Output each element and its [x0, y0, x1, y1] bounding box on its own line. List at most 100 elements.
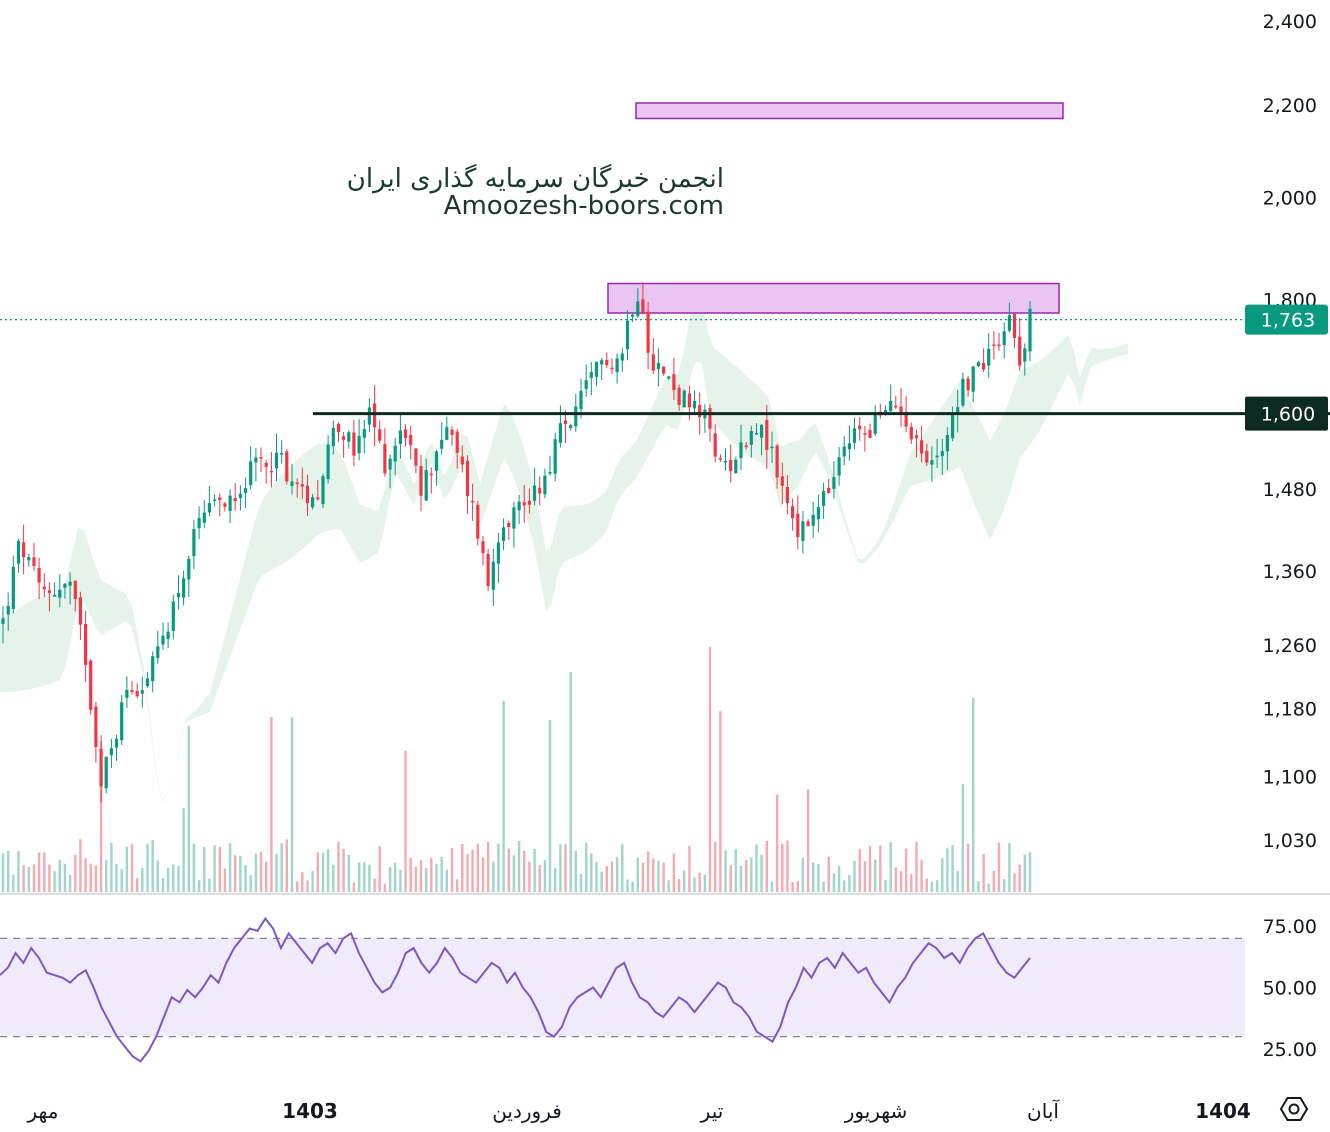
candle [300, 467, 304, 500]
volume-bar [796, 880, 799, 892]
volume-bar [481, 857, 485, 892]
candle [352, 420, 356, 467]
candle [393, 438, 397, 476]
candle [259, 447, 263, 473]
candle [610, 358, 614, 375]
volume-bar [110, 842, 113, 892]
candle [584, 364, 588, 397]
candle [703, 404, 707, 433]
price-axis[interactable]: 2,4002,2002,0001,8001,4801,3601,2601,180… [1263, 11, 1317, 852]
time-axis[interactable]: مهر 1403 فروردین تیر شهریور آبان 1404 [27, 1098, 1251, 1123]
candle [1023, 343, 1027, 376]
time-label-farvardin: فروردین [492, 1099, 562, 1123]
candle [847, 425, 851, 461]
resistance-zone[interactable] [607, 282, 1060, 314]
time-label-shahrivar: شهریور [844, 1099, 908, 1123]
volume-bar [719, 711, 722, 892]
gear-icon[interactable] [1279, 1097, 1309, 1121]
volume-bar [259, 851, 263, 892]
candle [434, 450, 439, 486]
volume-bar [337, 841, 340, 892]
volume-bar [946, 848, 949, 892]
candle [605, 352, 609, 369]
resistance-zone[interactable] [635, 102, 1064, 120]
volume-bar [590, 853, 593, 892]
volume-bar [12, 874, 15, 892]
candle [130, 680, 134, 695]
candle [961, 372, 965, 408]
rsi-tick-label: 75.00 [1263, 916, 1317, 938]
rsi-axis[interactable]: 75.00 50.00 25.00 [1263, 916, 1317, 1061]
volume-bar [667, 880, 670, 892]
candle [579, 378, 583, 419]
candle [445, 416, 449, 441]
volume-bar [1028, 852, 1032, 892]
volume-bar [853, 860, 856, 892]
candle [16, 538, 21, 573]
candle [940, 438, 944, 475]
volume-bar [172, 864, 175, 892]
volume-bar [739, 866, 743, 892]
volume-bar [115, 864, 118, 892]
resistance-zones[interactable] [607, 102, 1064, 314]
volume-bar [166, 867, 170, 892]
volume-bar [285, 839, 288, 892]
volume-bar [94, 865, 98, 892]
volume-bar [574, 850, 577, 892]
candle [734, 456, 738, 474]
volume-bar [301, 872, 304, 892]
volume-bar [192, 843, 196, 892]
volume-bar [1, 853, 5, 892]
candle [920, 426, 924, 463]
volume-bar [48, 864, 51, 892]
volume-bar [321, 852, 325, 892]
candle [84, 611, 88, 682]
volume-bar [342, 848, 345, 892]
volume-bar [827, 856, 830, 892]
volume-bar [435, 863, 438, 892]
volume-bar [538, 865, 541, 892]
ichimoku-cloud [0, 294, 1128, 803]
candle [569, 423, 573, 431]
volume-bar [972, 698, 975, 892]
volume-bar [863, 861, 867, 892]
volume-bar [43, 852, 46, 892]
candle [249, 446, 253, 490]
price-tick-label: 1,480 [1263, 479, 1317, 501]
candle [321, 473, 325, 508]
candle [187, 555, 191, 597]
volume-bar [182, 808, 185, 892]
candle [331, 420, 335, 455]
volume-bar [99, 741, 103, 892]
volume-bar [615, 857, 619, 892]
volume-bar [130, 844, 134, 892]
volume-bar [125, 846, 129, 892]
volume-bar [672, 853, 676, 892]
candle [311, 493, 315, 510]
volume-bar [703, 874, 707, 892]
volume-bar [461, 844, 464, 892]
candle [517, 494, 521, 524]
candle [692, 390, 697, 414]
volume-bar [316, 852, 319, 892]
volume-bar [136, 878, 139, 892]
volume-bar [161, 877, 165, 892]
candle [656, 348, 660, 387]
volume-bar [378, 846, 381, 892]
volume-bar [332, 864, 335, 892]
candle [992, 331, 996, 360]
time-label-mehr: مهر [27, 1099, 59, 1123]
candle [646, 301, 650, 370]
candle [930, 446, 934, 482]
candle [796, 495, 800, 550]
candle [409, 426, 413, 460]
candle [192, 520, 196, 570]
candle [171, 594, 175, 640]
candle [512, 501, 516, 548]
candle [816, 494, 820, 533]
candle [909, 422, 913, 444]
candle [842, 435, 846, 466]
volume-bar [368, 864, 371, 892]
candle [636, 288, 640, 318]
